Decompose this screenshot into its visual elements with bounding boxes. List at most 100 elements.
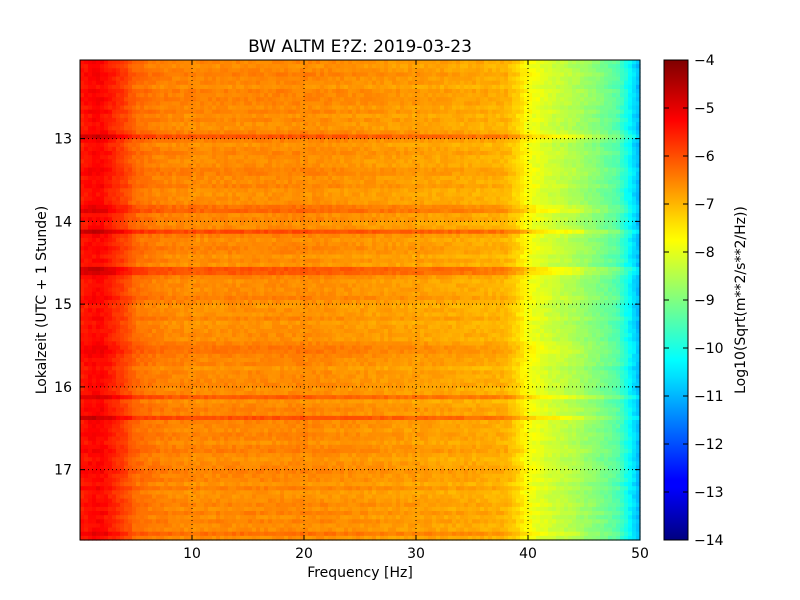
heatmap-cell bbox=[616, 192, 621, 198]
heatmap-cell bbox=[204, 109, 209, 115]
heatmap-cell bbox=[320, 80, 325, 86]
heatmap-cell bbox=[340, 80, 345, 86]
heatmap-cell bbox=[496, 146, 501, 152]
heatmap-cell bbox=[188, 68, 193, 74]
heatmap-cell bbox=[224, 188, 229, 194]
heatmap-cell bbox=[632, 192, 637, 198]
heatmap-cell bbox=[616, 88, 621, 94]
heatmap-cell bbox=[544, 188, 549, 194]
heatmap-cell bbox=[412, 126, 417, 131]
heatmap-cell bbox=[176, 163, 181, 169]
heatmap-cell bbox=[292, 151, 297, 156]
heatmap-cell bbox=[380, 180, 385, 185]
heatmap-cell bbox=[280, 155, 285, 160]
heatmap-cell bbox=[632, 68, 637, 74]
heatmap-cell bbox=[288, 180, 293, 185]
heatmap-cell bbox=[228, 68, 233, 74]
heatmap-cell bbox=[496, 68, 501, 74]
heatmap-cell bbox=[224, 68, 229, 74]
heatmap-cell bbox=[140, 138, 145, 144]
heatmap-cell bbox=[324, 64, 329, 69]
heatmap-cell bbox=[172, 146, 177, 152]
heatmap-cell bbox=[148, 64, 153, 69]
heatmap-cell bbox=[152, 64, 157, 69]
heatmap-cell bbox=[636, 88, 641, 94]
heatmap-cell bbox=[524, 167, 529, 173]
heatmap-cell bbox=[204, 76, 209, 82]
heatmap-cell bbox=[400, 130, 405, 136]
heatmap-cell bbox=[428, 155, 433, 160]
heatmap-cell bbox=[236, 109, 241, 115]
heatmap-cell bbox=[268, 130, 273, 136]
heatmap-cell bbox=[236, 72, 241, 78]
heatmap-cell bbox=[316, 105, 321, 111]
heatmap-cell bbox=[392, 146, 397, 152]
heatmap-cell bbox=[308, 167, 313, 173]
heatmap-cell bbox=[616, 68, 621, 74]
heatmap-cell bbox=[80, 163, 85, 169]
heatmap-cell bbox=[560, 175, 565, 181]
heatmap-cell bbox=[380, 175, 385, 181]
heatmap-cell bbox=[244, 84, 249, 90]
heatmap-cell bbox=[232, 88, 237, 94]
heatmap-cell bbox=[248, 130, 253, 136]
heatmap-cell bbox=[612, 60, 617, 65]
heatmap-cell bbox=[188, 142, 193, 148]
heatmap-cell bbox=[632, 196, 637, 202]
heatmap-cell bbox=[84, 60, 89, 65]
heatmap-cell bbox=[576, 134, 581, 140]
heatmap-cell bbox=[264, 175, 269, 181]
heatmap-cell bbox=[280, 60, 285, 65]
heatmap-cell bbox=[460, 80, 465, 86]
heatmap-cell bbox=[568, 97, 573, 102]
heatmap-cell bbox=[604, 196, 609, 202]
heatmap-cell bbox=[388, 84, 393, 90]
heatmap-cell bbox=[392, 117, 397, 123]
heatmap-cell bbox=[588, 68, 593, 74]
heatmap-cell bbox=[220, 122, 225, 127]
heatmap-cell bbox=[228, 184, 233, 189]
heatmap-cell bbox=[244, 109, 249, 115]
heatmap-cell bbox=[388, 64, 393, 69]
heatmap-cell bbox=[212, 159, 217, 165]
heatmap-cell bbox=[300, 105, 305, 111]
heatmap-cell bbox=[144, 64, 149, 69]
heatmap-cell bbox=[560, 117, 565, 123]
heatmap-cell bbox=[376, 97, 381, 102]
heatmap-cell bbox=[376, 192, 381, 198]
heatmap-cell bbox=[500, 188, 505, 194]
heatmap-cell bbox=[348, 167, 353, 173]
heatmap-cell bbox=[556, 196, 561, 202]
heatmap-cell bbox=[520, 122, 525, 127]
heatmap-cell bbox=[552, 97, 557, 102]
heatmap-cell bbox=[100, 204, 105, 210]
heatmap-cell bbox=[172, 101, 177, 107]
heatmap-cell bbox=[360, 151, 365, 156]
heatmap-cell bbox=[188, 109, 193, 115]
heatmap-cell bbox=[412, 155, 417, 160]
heatmap-cell bbox=[284, 167, 289, 173]
heatmap-cell bbox=[264, 151, 269, 156]
heatmap-cell bbox=[424, 60, 429, 65]
heatmap-cell bbox=[624, 64, 629, 69]
heatmap-cell bbox=[252, 117, 257, 123]
heatmap-cell bbox=[272, 151, 277, 156]
heatmap-cell bbox=[576, 76, 581, 82]
heatmap-cell bbox=[304, 122, 309, 127]
heatmap-cell bbox=[140, 97, 145, 102]
heatmap-cell bbox=[400, 167, 405, 173]
heatmap-cell bbox=[524, 72, 529, 78]
heatmap-cell bbox=[172, 126, 177, 131]
heatmap-cell bbox=[384, 138, 389, 144]
heatmap-cell bbox=[140, 122, 145, 127]
heatmap-cell bbox=[508, 146, 513, 152]
heatmap-cell bbox=[340, 109, 345, 115]
heatmap-cell bbox=[196, 84, 201, 90]
heatmap-cell bbox=[224, 88, 229, 94]
heatmap-cell bbox=[200, 175, 205, 181]
heatmap-cell bbox=[404, 159, 409, 165]
heatmap-cell bbox=[576, 93, 581, 98]
heatmap-cell bbox=[332, 151, 337, 156]
heatmap-cell bbox=[568, 60, 573, 65]
heatmap-cell bbox=[348, 204, 353, 210]
